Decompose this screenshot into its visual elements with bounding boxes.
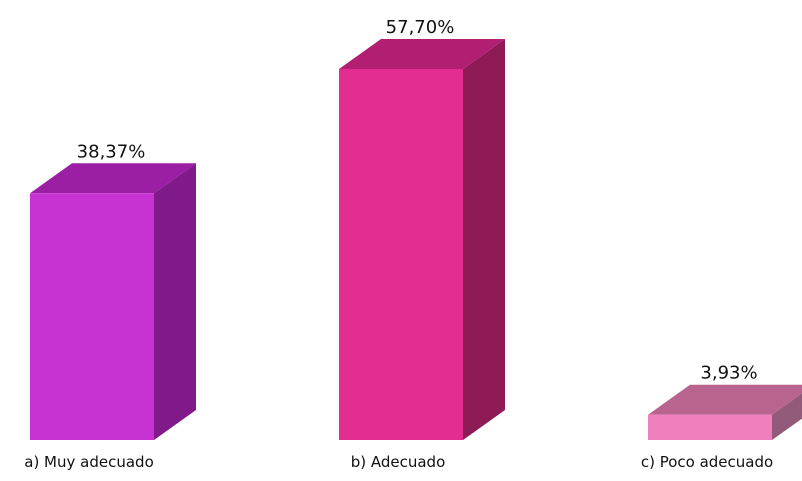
value-label-3: 3,93% [700,363,757,384]
category-labels-group: a) Muy adecuado b) Adecuado c) Poco adecua… [24,453,773,471]
bar-side-face [154,163,196,440]
category-label-2: b) Adecuado [351,453,446,471]
bar-front-face [339,69,463,440]
bar-1 [30,163,196,440]
category-label-1: a) Muy adecuado [24,453,154,471]
bar-top-face [30,163,196,194]
bar-side-face [463,39,505,440]
bar-front-face [648,414,772,440]
bar-2 [339,39,505,440]
bar-top-face [648,384,802,415]
bar-front-face [30,193,154,440]
value-label-2: 57,70% [386,17,455,38]
bar-top-face [339,39,505,69]
bars-group [30,39,802,440]
value-labels-group: 38,37% 57,70% 3,93% [77,17,758,384]
category-label-3: c) Poco adecuado [641,453,773,471]
bar-side-face [772,393,802,440]
bar-3 [648,384,802,440]
value-label-1: 38,37% [77,141,146,162]
